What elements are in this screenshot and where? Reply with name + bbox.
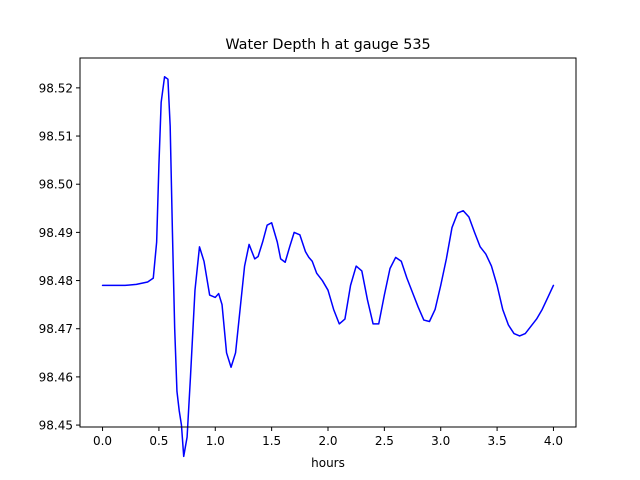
- x-tick-label: 0.5: [149, 434, 168, 448]
- y-axis: 98.45 98.46 98.47 98.48 98.49 98.50 98.51 98.52: [39, 81, 80, 433]
- y-tick-label: 98.45: [39, 419, 73, 433]
- x-tick-label: 3.5: [488, 434, 507, 448]
- series-line-0: [101, 76, 555, 458]
- y-tick-label: 98.52: [39, 81, 73, 95]
- x-tick-label: 2.0: [318, 434, 337, 448]
- y-tick-label: 98.46: [39, 370, 73, 384]
- x-axis: 0.0 0.5 1.0 1.5 2.0 2.5 3.0 3.5 4.0: [93, 427, 563, 448]
- x-tick-label: 3.0: [431, 434, 450, 448]
- chart-title: Water Depth h at gauge 535: [225, 37, 430, 53]
- x-tick-label: 2.5: [375, 434, 394, 448]
- x-axis-label: hours: [311, 456, 345, 470]
- y-tick-label: 98.51: [39, 130, 73, 144]
- y-tick-label: 98.48: [39, 274, 73, 288]
- x-tick-label: 0.0: [93, 434, 112, 448]
- y-tick-label: 98.50: [39, 178, 73, 192]
- x-tick-label: 1.0: [206, 434, 225, 448]
- y-tick-label: 98.49: [39, 226, 73, 240]
- x-tick-label: 1.5: [262, 434, 281, 448]
- y-tick-label: 98.47: [39, 322, 73, 336]
- x-tick-label: 4.0: [544, 434, 563, 448]
